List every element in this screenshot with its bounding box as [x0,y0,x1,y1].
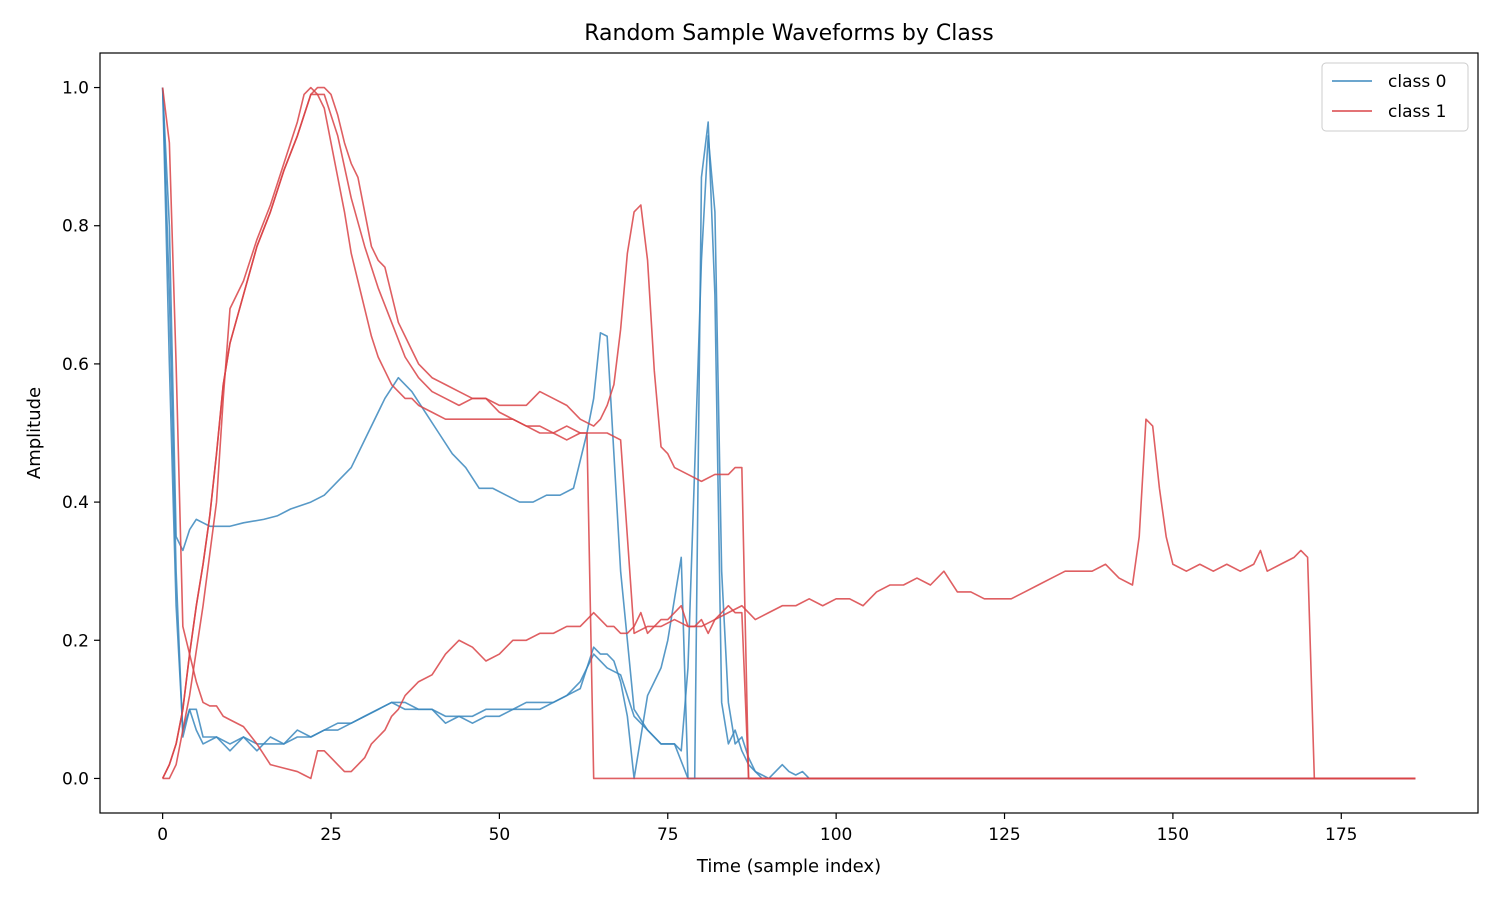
series-line-class-1-6 [161,93,1416,780]
x-tick-label: 125 [988,825,1020,845]
y-axis-label: Amplitude [24,387,45,479]
legend-label: class 0 [1388,72,1446,92]
y-tick-label: 0.2 [62,631,89,651]
x-axis-label: Time (sample index) [696,856,881,877]
x-tick-label: 75 [657,825,679,845]
axis-ticks-layer: 0 25 50 75 100 125 150 175 0.0 0.2 0.4 0.6 0.8 1.0 [62,79,1358,845]
y-tick-label: 0.0 [62,769,89,789]
y-tick-label: 0.8 [62,217,89,237]
plot-frame [99,52,1479,814]
legend-box [1321,62,1469,132]
y-tick-label: 1.0 [62,79,89,99]
x-tick-label: 25 [320,825,342,845]
y-tick-label: 0.4 [62,493,89,513]
x-tick-label: 0 [157,825,168,845]
legend: class 0 class 1 [1321,62,1469,132]
plot-series-layer [161,86,1416,780]
x-tick-label: 100 [820,825,852,845]
x-tick-label: 150 [1157,825,1189,845]
x-tick-label: 175 [1325,825,1357,845]
x-tick-label: 50 [489,825,511,845]
chart-title: Random Sample Waveforms by Class [584,21,994,46]
y-tick-label: 0.6 [62,355,89,375]
legend-label: class 1 [1388,102,1446,122]
